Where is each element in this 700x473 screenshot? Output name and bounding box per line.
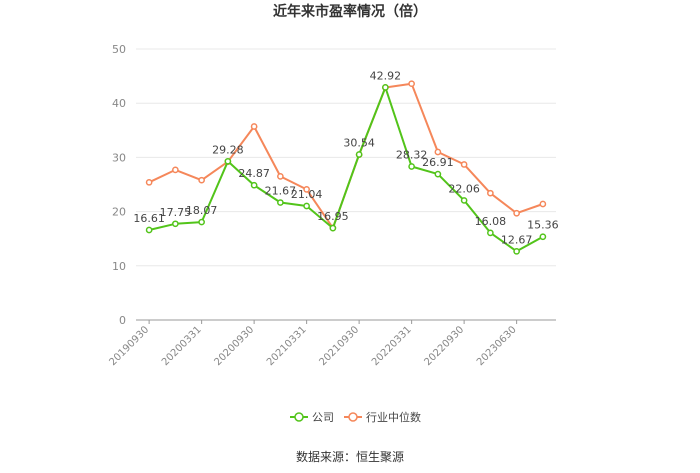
y-tick-label: 20 [112,206,126,219]
series-point-0[interactable] [277,199,284,206]
data-label: 28.32 [396,149,428,162]
series-layer [145,80,547,255]
series-point-1[interactable] [172,166,179,174]
x-tick-label: 20220930 [422,324,466,368]
data-label: 24.87 [238,167,270,180]
data-label: 12.67 [501,233,533,246]
series-point-0[interactable] [513,247,520,255]
y-tick-label: 10 [112,260,126,273]
data-label: 21.04 [291,188,323,201]
series-point-1[interactable] [303,186,310,193]
legend-swatch-marker [348,412,358,422]
y-axis: 0 10 20 30 40 50 [112,43,126,327]
series-point-0[interactable] [460,197,468,204]
series-point-1[interactable] [250,123,258,130]
series-point-0[interactable] [539,233,547,241]
y-tick-label: 30 [112,151,126,164]
legend-swatch-marker [294,412,304,422]
x-tick-label: 20210930 [317,324,361,368]
series-point-1[interactable] [145,178,153,186]
series-point-1[interactable] [513,209,520,217]
legend-item-1[interactable]: 行业中位数 [344,410,421,424]
x-tick-label: 20200331 [160,324,204,368]
legend[interactable]: 公司 行业中位数 [290,410,421,424]
x-tick-label: 20200930 [212,324,256,368]
data-label: 29.28 [212,143,244,156]
series-point-0[interactable] [224,157,232,165]
series-point-0[interactable] [382,84,389,91]
source-note: 数据来源：恒生聚源 [296,449,404,464]
data-label: 16.61 [133,212,165,225]
data-label: 30.54 [343,136,375,149]
series-point-1[interactable] [460,161,468,168]
x-tick-label: 20230630 [475,324,519,368]
chart-title: 近年来市盈率情况（倍） [273,3,427,20]
data-label: 16.95 [317,210,349,223]
data-label: 22.06 [448,182,480,195]
x-tick-label: 20220331 [370,324,414,368]
series-point-0[interactable] [408,163,415,170]
y-tick-label: 0 [119,314,126,327]
series-point-0[interactable] [303,202,310,210]
series-point-0[interactable] [355,151,363,158]
series-point-1[interactable] [434,148,442,156]
x-tick-label: 20210331 [265,324,309,368]
series-point-1[interactable] [408,80,415,88]
series-point-1[interactable] [198,176,205,184]
y-tick-label: 50 [112,43,126,56]
series-point-0[interactable] [145,226,153,234]
data-label: 16.08 [475,215,507,228]
y-tick-label: 40 [112,97,126,110]
series-point-1[interactable] [487,189,494,197]
series-point-0[interactable] [172,220,179,228]
data-label: 26.91 [422,156,454,169]
series-point-1[interactable] [277,173,284,180]
data-label: 42.92 [370,69,402,82]
x-tick-label: 20190930 [107,324,151,368]
series-point-0[interactable] [434,170,442,178]
data-label: 17.75 [160,206,192,219]
legend-label: 行业中位数 [366,410,421,424]
data-label: 18.07 [186,204,218,217]
series-line-0 [148,86,544,253]
legend-label: 公司 [312,411,334,424]
series-point-0[interactable] [250,181,258,189]
series-point-0[interactable] [198,218,205,226]
data-label: 21.67 [265,185,297,198]
data-label: 15.36 [527,219,559,232]
series-point-0[interactable] [329,224,337,232]
x-axis: 20190930 20200331 20200930 20210331 20210930… [107,319,556,368]
legend-item-0[interactable]: 公司 [290,411,334,424]
series-point-0[interactable] [487,229,494,237]
series-point-1[interactable] [539,200,547,208]
